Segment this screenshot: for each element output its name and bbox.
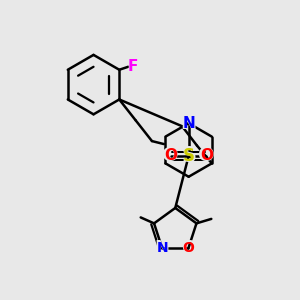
- Text: O: O: [163, 146, 179, 165]
- Text: O: O: [200, 148, 213, 164]
- Text: N: N: [182, 116, 195, 131]
- Text: S: S: [181, 146, 196, 166]
- Text: N: N: [156, 241, 168, 255]
- Text: O: O: [182, 241, 194, 255]
- Text: O: O: [164, 148, 177, 164]
- Text: N: N: [155, 239, 170, 257]
- Text: O: O: [181, 239, 196, 257]
- Text: F: F: [126, 57, 139, 76]
- Text: F: F: [128, 59, 138, 74]
- Text: N: N: [181, 114, 197, 133]
- Text: O: O: [198, 146, 215, 165]
- Text: S: S: [183, 147, 195, 165]
